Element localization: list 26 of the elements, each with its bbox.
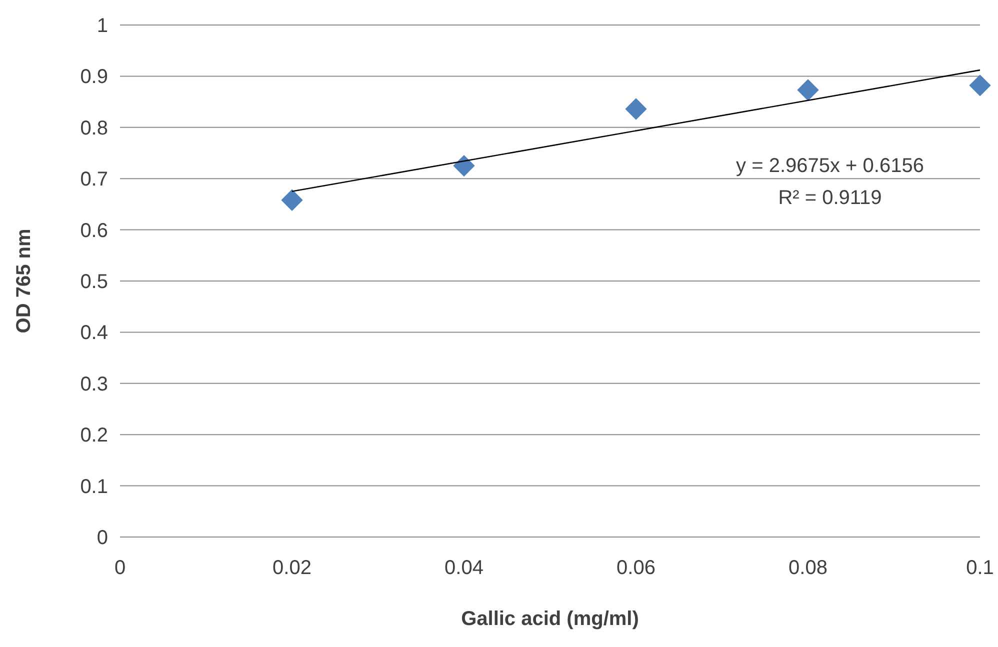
y-tick-label: 0.1 [80, 476, 108, 498]
x-tick-label: 0.06 [616, 557, 656, 579]
point [969, 74, 991, 96]
y-tick-label: 0.3 [80, 373, 108, 396]
y-tick-label: 0.5 [80, 271, 108, 293]
point [281, 189, 303, 211]
annotation: y = 2.9675x + 0.6156 [736, 155, 924, 177]
y-axis-title: OD 765 nm [13, 228, 35, 334]
x-axis-title: Gallic acid (mg/ml) [461, 608, 639, 630]
x-tick-label: 0.1 [966, 557, 994, 579]
point [625, 98, 647, 120]
y-tick-label: 0.6 [80, 220, 108, 242]
y-tick-label: 0.2 [80, 424, 108, 447]
point [453, 154, 475, 177]
x-tick-label: 0.08 [788, 557, 828, 579]
annotation: R² = 0.9119 [778, 187, 882, 209]
x-tick-label: 0 [114, 557, 126, 579]
y-tick-label: 0.9 [80, 66, 108, 88]
x-tick-label: 0.04 [444, 557, 484, 579]
y-tick-label: 0.4 [80, 322, 108, 344]
x-tick-label: 0.02 [272, 557, 312, 579]
y-tick-label: 0.8 [80, 117, 108, 140]
y-tick-label: 0 [96, 527, 108, 549]
y-tick-label: 0.7 [80, 168, 108, 191]
y-tick-label: 1 [96, 15, 108, 37]
point [797, 79, 819, 101]
